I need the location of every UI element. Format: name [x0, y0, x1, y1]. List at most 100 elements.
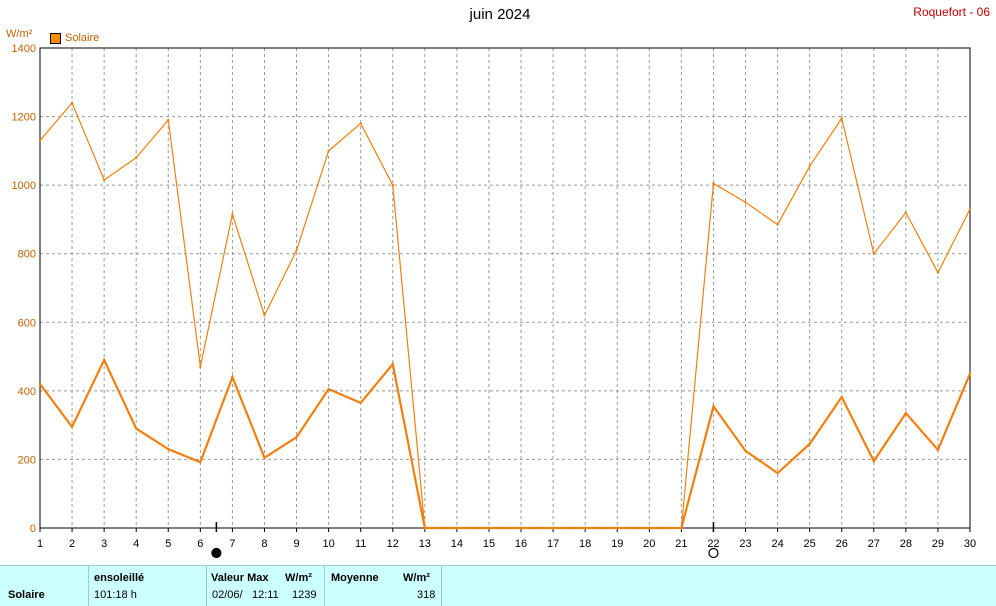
y-tick-label: 800: [18, 249, 36, 261]
x-tick-label: 22: [707, 538, 719, 550]
data-point-mean: [231, 375, 234, 379]
x-tick-label: 16: [515, 538, 527, 550]
data-point-mean: [712, 405, 715, 408]
y-tick-label: 600: [18, 317, 36, 329]
x-tick-label: 18: [579, 538, 591, 550]
data-point-mean: [840, 395, 843, 399]
legend: Solaire: [50, 32, 99, 44]
x-tick-label: 17: [547, 538, 559, 550]
x-tick-label: 10: [322, 538, 334, 550]
x-tick-label: 23: [739, 538, 751, 550]
plot-frame: [39, 47, 971, 529]
x-tick-label: 24: [771, 538, 783, 550]
data-point-max: [391, 183, 394, 187]
x-tick-label: 26: [836, 538, 848, 550]
series-line-max: [39, 101, 971, 529]
mean-header: Moyenne: [331, 572, 379, 584]
data-point-mean: [616, 526, 619, 530]
data-point-max: [968, 207, 972, 211]
data-point-max: [808, 165, 811, 168]
row-label-cell: Solaire: [0, 566, 89, 606]
y-tick-label: 0: [30, 523, 36, 535]
data-point-mean: [199, 460, 202, 464]
max-date: 02/06/: [212, 589, 243, 601]
row-label: Solaire: [8, 589, 45, 601]
x-tick-label: 6: [197, 538, 203, 550]
data-point-max: [263, 314, 266, 317]
x-tick-label: 15: [483, 538, 495, 550]
data-point-max: [327, 149, 330, 153]
x-tick-label: 12: [387, 538, 399, 550]
data-point-mean: [968, 372, 972, 375]
data-point-max: [38, 139, 42, 142]
x-tick-label: 14: [451, 538, 463, 550]
data-point-mean: [680, 526, 683, 530]
x-tick-label: 2: [69, 538, 75, 550]
x-tick-label: 21: [675, 538, 687, 550]
y-tick-label: 200: [18, 454, 36, 466]
data-point-max: [744, 201, 747, 204]
legend-label: Solaire: [65, 32, 100, 44]
sunshine-cell: ensoleillé 101:18 h: [88, 566, 207, 606]
data-point-mean: [551, 526, 555, 530]
x-tick-label: 13: [419, 538, 431, 550]
data-point-max: [295, 249, 298, 252]
max-value: 1239: [292, 589, 317, 601]
mean-cell: Moyenne W/m² 318: [324, 566, 442, 606]
data-point-max: [199, 365, 202, 369]
info-bar: Solaire ensoleillé 101:18 h Valeur Max W…: [0, 565, 996, 606]
data-point-max: [70, 101, 74, 105]
data-point-mean: [102, 358, 106, 362]
x-tick-label: 1: [37, 538, 43, 550]
data-point-max: [904, 211, 908, 214]
y-axis-unit: W/m²: [6, 28, 33, 40]
data-point-mean: [70, 425, 74, 429]
x-tick-label: 27: [868, 538, 880, 550]
x-tick-label: 28: [900, 538, 912, 550]
data-point-mean: [904, 411, 908, 415]
max-cell: Valeur Max W/m² 02/06/ 12:11 1239: [206, 566, 325, 606]
data-point-mean: [295, 435, 298, 439]
data-point-max: [359, 122, 362, 125]
x-tick-label: 9: [293, 538, 299, 550]
data-point-max: [712, 182, 715, 185]
new-moon-icon: [211, 547, 222, 559]
sunshine-header: ensoleillé: [94, 572, 145, 584]
data-point-max: [872, 252, 875, 255]
x-tick-label: 29: [932, 538, 944, 550]
x-tick-label: 11: [355, 538, 366, 550]
x-tick-label: 30: [964, 538, 976, 550]
max-header: Valeur Max: [211, 572, 269, 584]
sunshine-value: 101:18 h: [94, 589, 137, 601]
data-point-mean: [583, 526, 587, 530]
data-point-mean: [391, 362, 394, 366]
x-tick-label: 19: [611, 538, 623, 550]
x-tick-label: 8: [261, 538, 267, 550]
mean-value: 318: [417, 589, 436, 601]
data-point-mean: [487, 526, 491, 530]
x-tick-label: 3: [101, 538, 107, 550]
data-point-mean: [423, 526, 427, 530]
data-point-mean: [327, 387, 330, 391]
data-point-mean: [744, 449, 747, 453]
data-point-max: [231, 213, 234, 216]
data-point-max: [840, 117, 843, 120]
max-unit: W/m²: [285, 572, 312, 584]
x-tick-label: 5: [165, 538, 171, 550]
data-point-max: [167, 118, 170, 122]
full-moon-icon: [708, 547, 719, 559]
x-tick-label: 25: [804, 538, 816, 550]
max-time: 12:11: [252, 589, 279, 601]
data-point-max: [102, 178, 106, 182]
mean-unit: W/m²: [403, 572, 430, 584]
data-point-max: [936, 271, 940, 274]
x-tick-label: 7: [229, 538, 235, 550]
chart-title: juin 2024: [469, 6, 531, 23]
data-point-mean: [872, 459, 875, 463]
legend-swatch: [50, 32, 61, 44]
y-tick-label: 1400: [12, 43, 36, 55]
data-point-mean: [167, 447, 170, 451]
data-point-mean: [648, 526, 651, 530]
x-tick-label: 20: [643, 538, 655, 550]
